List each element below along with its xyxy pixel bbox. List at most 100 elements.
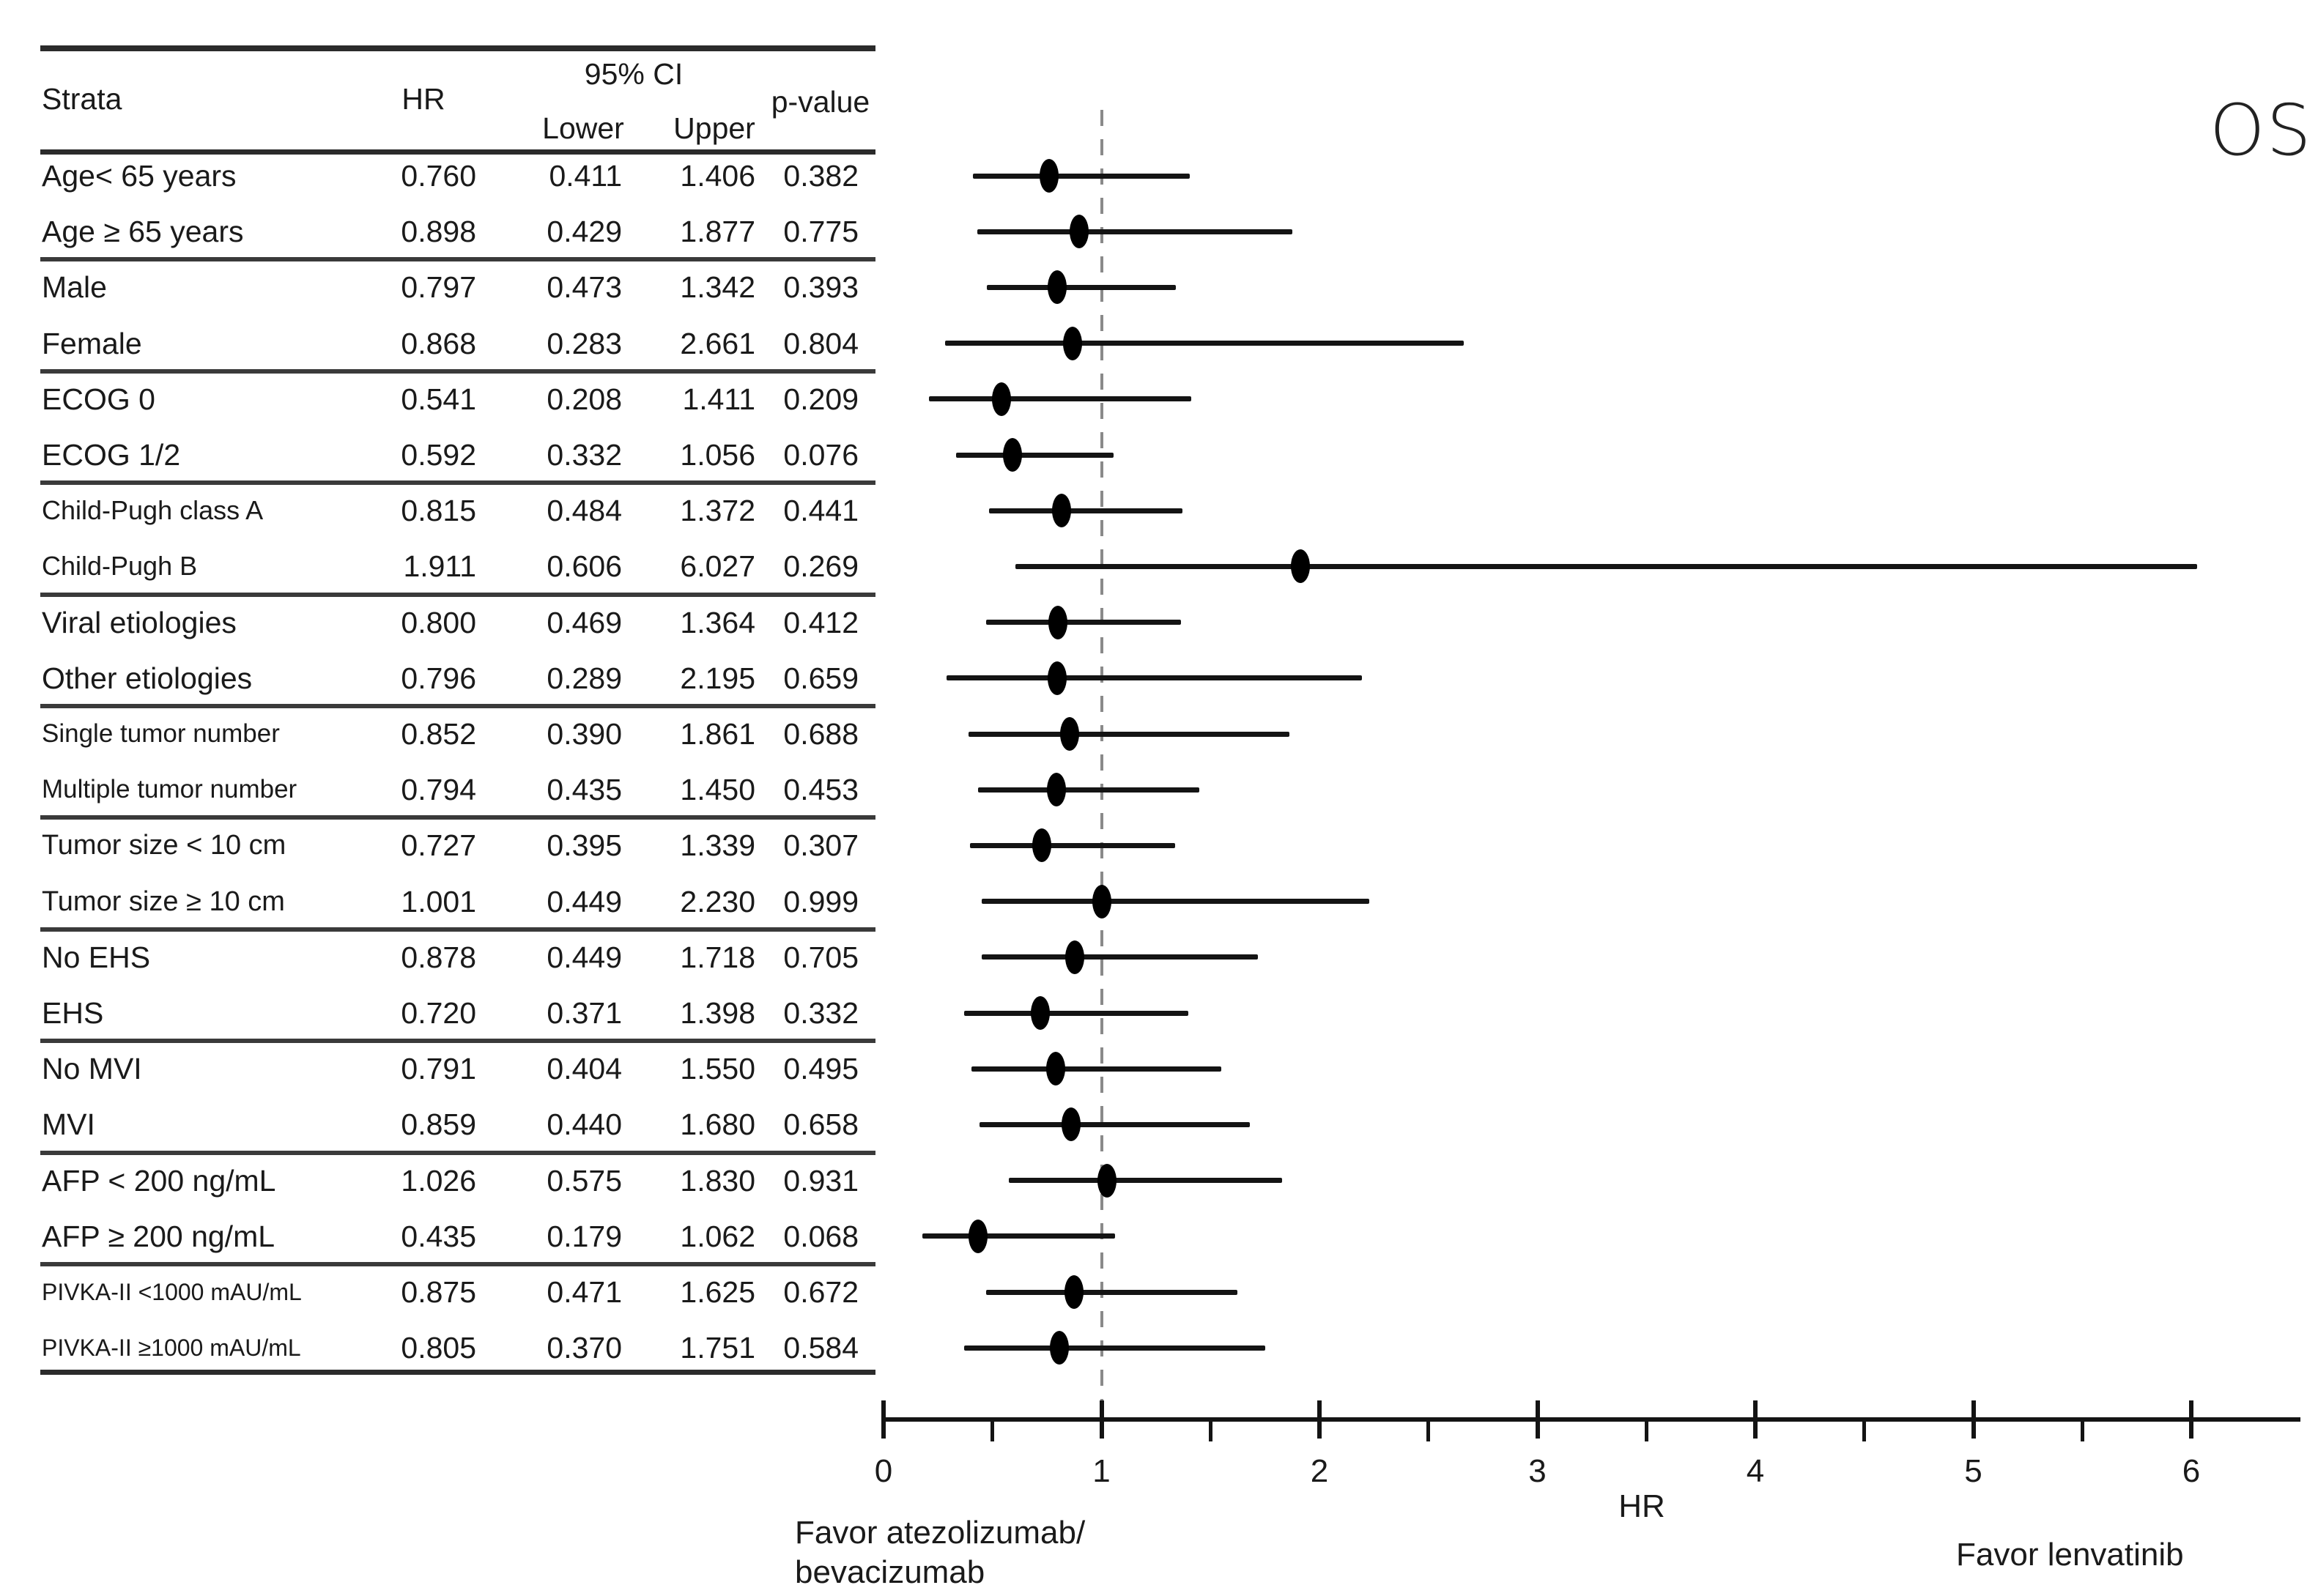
ci-lower-value: 0.283 [547,326,622,360]
ci-line [979,1121,1250,1127]
ci-lower-value: 0.449 [547,940,622,974]
hr-value: 0.720 [401,996,476,1030]
column-header-ci: 95% CI [584,57,684,91]
axis-tick-minor [990,1419,995,1441]
group-separator-line [40,815,875,820]
p-value: 0.068 [783,1219,859,1253]
axis-tick-minor [1208,1419,1212,1441]
ci-lower-value: 0.395 [547,828,622,863]
ci-line [986,284,1177,290]
ci-upper-value: 1.877 [680,215,755,249]
favor-left-line1: Favor atezolizumab/ [795,1515,1086,1551]
hr-point-marker [1048,605,1067,639]
hr-point-marker [1290,549,1310,584]
ci-lower-value: 0.484 [547,494,622,528]
p-value: 0.659 [783,661,859,695]
hr-point-marker [1097,1163,1117,1198]
hr-value: 0.868 [401,326,476,360]
strata-label: Other etiologies [42,661,253,695]
strata-label: PIVKA-II <1000 mAU/mL [42,1279,302,1305]
ci-upper-value: 1.372 [680,494,755,528]
hr-value: 0.796 [401,661,476,695]
p-value: 0.453 [783,773,859,807]
p-value: 0.584 [783,1331,859,1365]
hr-point-marker [1047,773,1067,807]
hr-value: 1.001 [401,884,476,918]
x-axis [884,1417,2300,1422]
hr-point-marker [969,1219,988,1253]
figure-title: OS [2210,89,2313,171]
column-header-ci-upper: Upper [673,111,755,145]
ci-line [971,1066,1222,1072]
p-value: 0.412 [783,605,859,639]
ci-upper-value: 1.861 [680,717,755,751]
ci-lower-value: 0.606 [547,549,622,584]
strata-label: EHS [42,996,104,1030]
ci-upper-value: 2.230 [680,884,755,918]
ci-line [969,842,1176,848]
axis-tick-major [1317,1400,1322,1439]
ci-upper-value: 6.027 [680,549,755,584]
table-row: Female 0.868 0.283 2.661 0.804 [0,316,879,371]
strata-label: ECOG 0 [42,382,155,416]
ci-lower-value: 0.471 [547,1275,622,1309]
p-value: 0.393 [783,270,859,305]
favor-left-line2: bevacizumab [795,1554,985,1590]
hr-value: 0.541 [401,382,476,416]
hr-point-marker [1003,438,1023,472]
p-value: 0.269 [783,549,859,584]
strata-label: Female [42,326,142,360]
table-row: AFP ≥ 200 ng/mL 0.435 0.179 1.062 0.068 [0,1209,879,1264]
axis-tick-major [1971,1400,1976,1439]
p-value: 0.495 [783,1052,859,1086]
table-row: Tumor size ≥ 10 cm 1.001 0.449 2.230 0.999 [0,874,879,929]
hr-value: 0.791 [401,1052,476,1086]
strata-label: Age< 65 years [42,159,237,193]
table-row: No MVI 0.791 0.404 1.550 0.495 [0,1041,879,1096]
ci-line [981,954,1259,960]
ci-upper-value: 1.339 [680,828,755,863]
table-row: Child-Pugh B 1.911 0.606 6.027 0.269 [0,538,879,594]
ci-lower-value: 0.179 [547,1219,622,1253]
hr-value: 0.435 [401,1219,476,1253]
hr-value: 0.875 [401,1275,476,1309]
group-separator-line [40,592,875,597]
strata-label: MVI [42,1107,95,1142]
p-value: 0.382 [783,159,859,193]
ci-lower-value: 0.575 [547,1163,622,1198]
table-row: Viral etiologies 0.800 0.469 1.364 0.412 [0,595,879,650]
hr-point-marker [1061,1107,1081,1142]
table-row: ECOG 1/2 0.592 0.332 1.056 0.076 [0,427,879,483]
ci-upper-value: 1.342 [680,270,755,305]
ci-line [928,396,1191,402]
table-row: AFP < 200 ng/mL 1.026 0.575 1.830 0.931 [0,1153,879,1209]
table-row: PIVKA-II <1000 mAU/mL 0.875 0.471 1.625 0.67… [0,1264,879,1320]
hr-value: 0.852 [401,717,476,751]
ci-line [978,787,1200,793]
strata-label: Viral etiologies [42,605,237,639]
axis-tick-major [1753,1400,1758,1439]
p-value: 0.441 [783,494,859,528]
hr-point-marker [1046,1052,1066,1086]
ci-line [977,229,1293,234]
hr-point-marker [1049,1331,1069,1365]
strata-label: AFP ≥ 200 ng/mL [42,1219,275,1253]
column-header-hr: HR [401,82,445,116]
hr-point-marker [1048,270,1067,305]
group-separator-line [40,1039,875,1044]
table-row: Age ≥ 65 years 0.898 0.429 1.877 0.775 [0,204,879,259]
hr-point-marker [1065,940,1085,974]
hr-point-marker [1059,717,1079,751]
ci-upper-value: 1.718 [680,940,755,974]
axis-tick-minor [2080,1419,2084,1441]
ci-lower-value: 0.473 [547,270,622,305]
p-value: 0.775 [783,215,859,249]
favor-right-label: Favor lenvatinib [1956,1537,2184,1573]
group-separator-line [40,480,875,486]
ci-upper-value: 2.195 [680,661,755,695]
axis-tick-minor [1862,1419,1867,1441]
axis-tick-major [1099,1400,1104,1439]
table-row: Other etiologies 0.796 0.289 2.195 0.659 [0,650,879,706]
axis-tick-label: 4 [1746,1453,1765,1489]
